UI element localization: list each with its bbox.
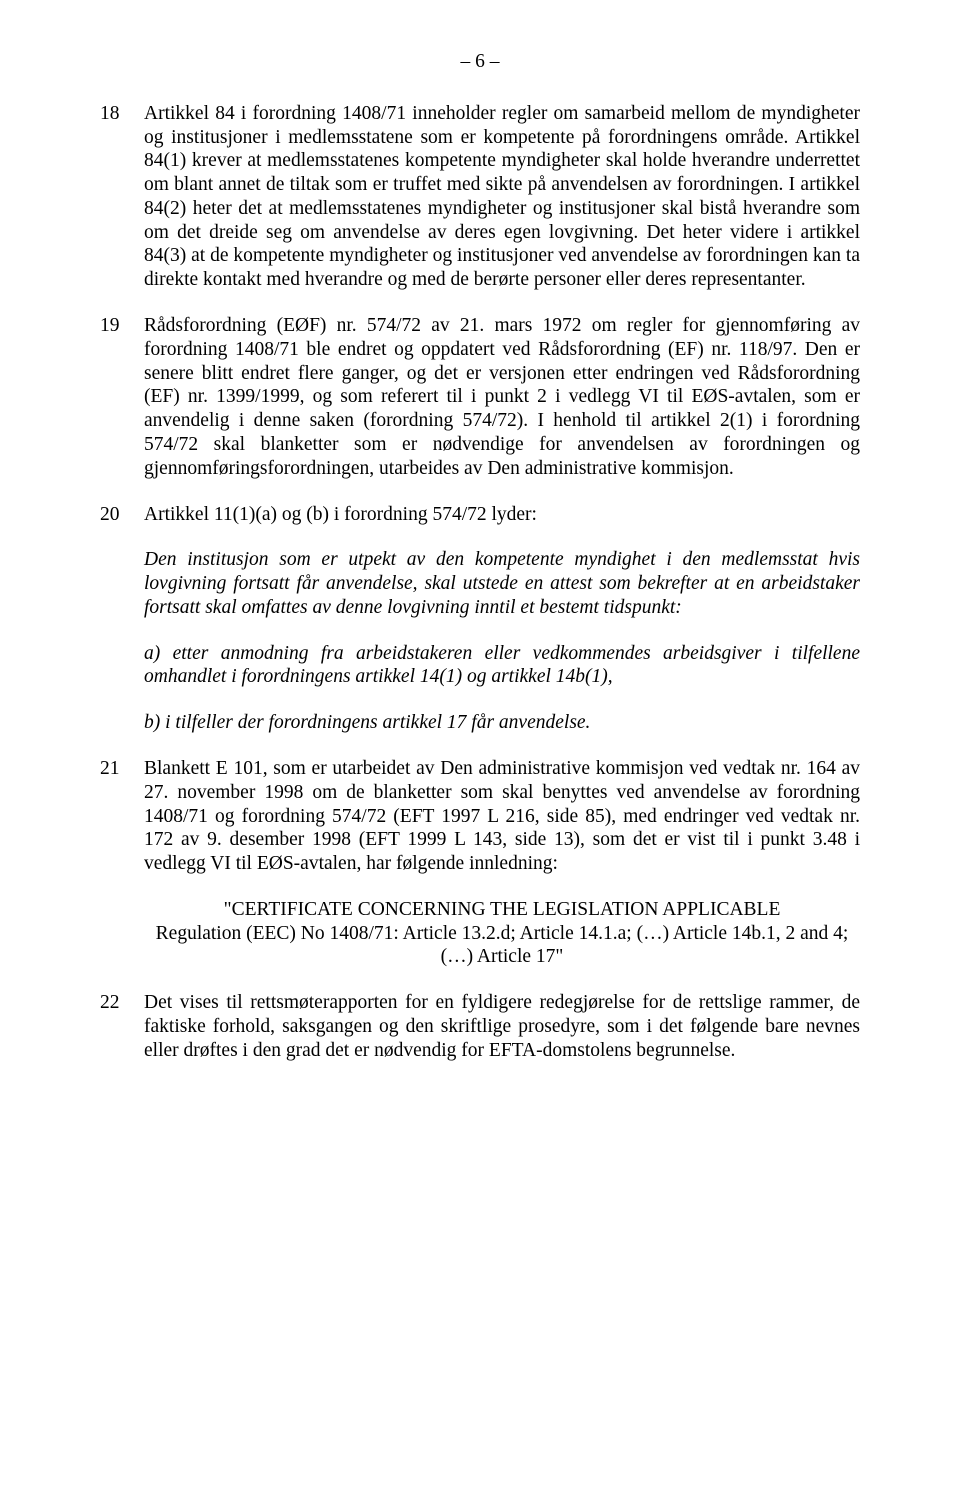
para-body-21: Blankett E 101, som er utarbeidet av Den… [144, 757, 860, 876]
para-num-18: 18 [100, 102, 144, 292]
quote-20-p1: Den institusjon som er utpekt av den kom… [144, 548, 860, 619]
para-body-19: Rådsforordning (EØF) nr. 574/72 av 21. m… [144, 314, 860, 480]
para-num-22: 22 [100, 991, 144, 1062]
paragraph-18: 18 Artikkel 84 i forordning 1408/71 inne… [100, 102, 860, 292]
para-body-18: Artikkel 84 i forordning 1408/71 innehol… [144, 102, 860, 292]
certificate-line2: Regulation (EEC) No 1408/71: Article 13.… [156, 923, 849, 968]
paragraph-21: 21 Blankett E 101, som er utarbeidet av … [100, 757, 860, 876]
certificate-line1: "CERTIFICATE CONCERNING THE LEGISLATION … [224, 899, 781, 920]
paragraph-20: 20 Artikkel 11(1)(a) og (b) i forordning… [100, 503, 860, 527]
para-num-21: 21 [100, 757, 144, 876]
quote-20-p3: b) i tilfeller der forordningens artikke… [144, 711, 860, 735]
paragraph-19: 19 Rådsforordning (EØF) nr. 574/72 av 21… [100, 314, 860, 480]
para-num-20: 20 [100, 503, 144, 527]
para-num-19: 19 [100, 314, 144, 480]
para-body-22: Det vises til rettsmøterapporten for en … [144, 991, 860, 1062]
certificate-block: "CERTIFICATE CONCERNING THE LEGISLATION … [144, 898, 860, 969]
page-number: – 6 – [100, 50, 860, 74]
para-body-20: Artikkel 11(1)(a) og (b) i forordning 57… [144, 503, 860, 527]
paragraph-22: 22 Det vises til rettsmøterapporten for … [100, 991, 860, 1062]
quote-20-p2: a) etter anmodning fra arbeidstakeren el… [144, 642, 860, 690]
